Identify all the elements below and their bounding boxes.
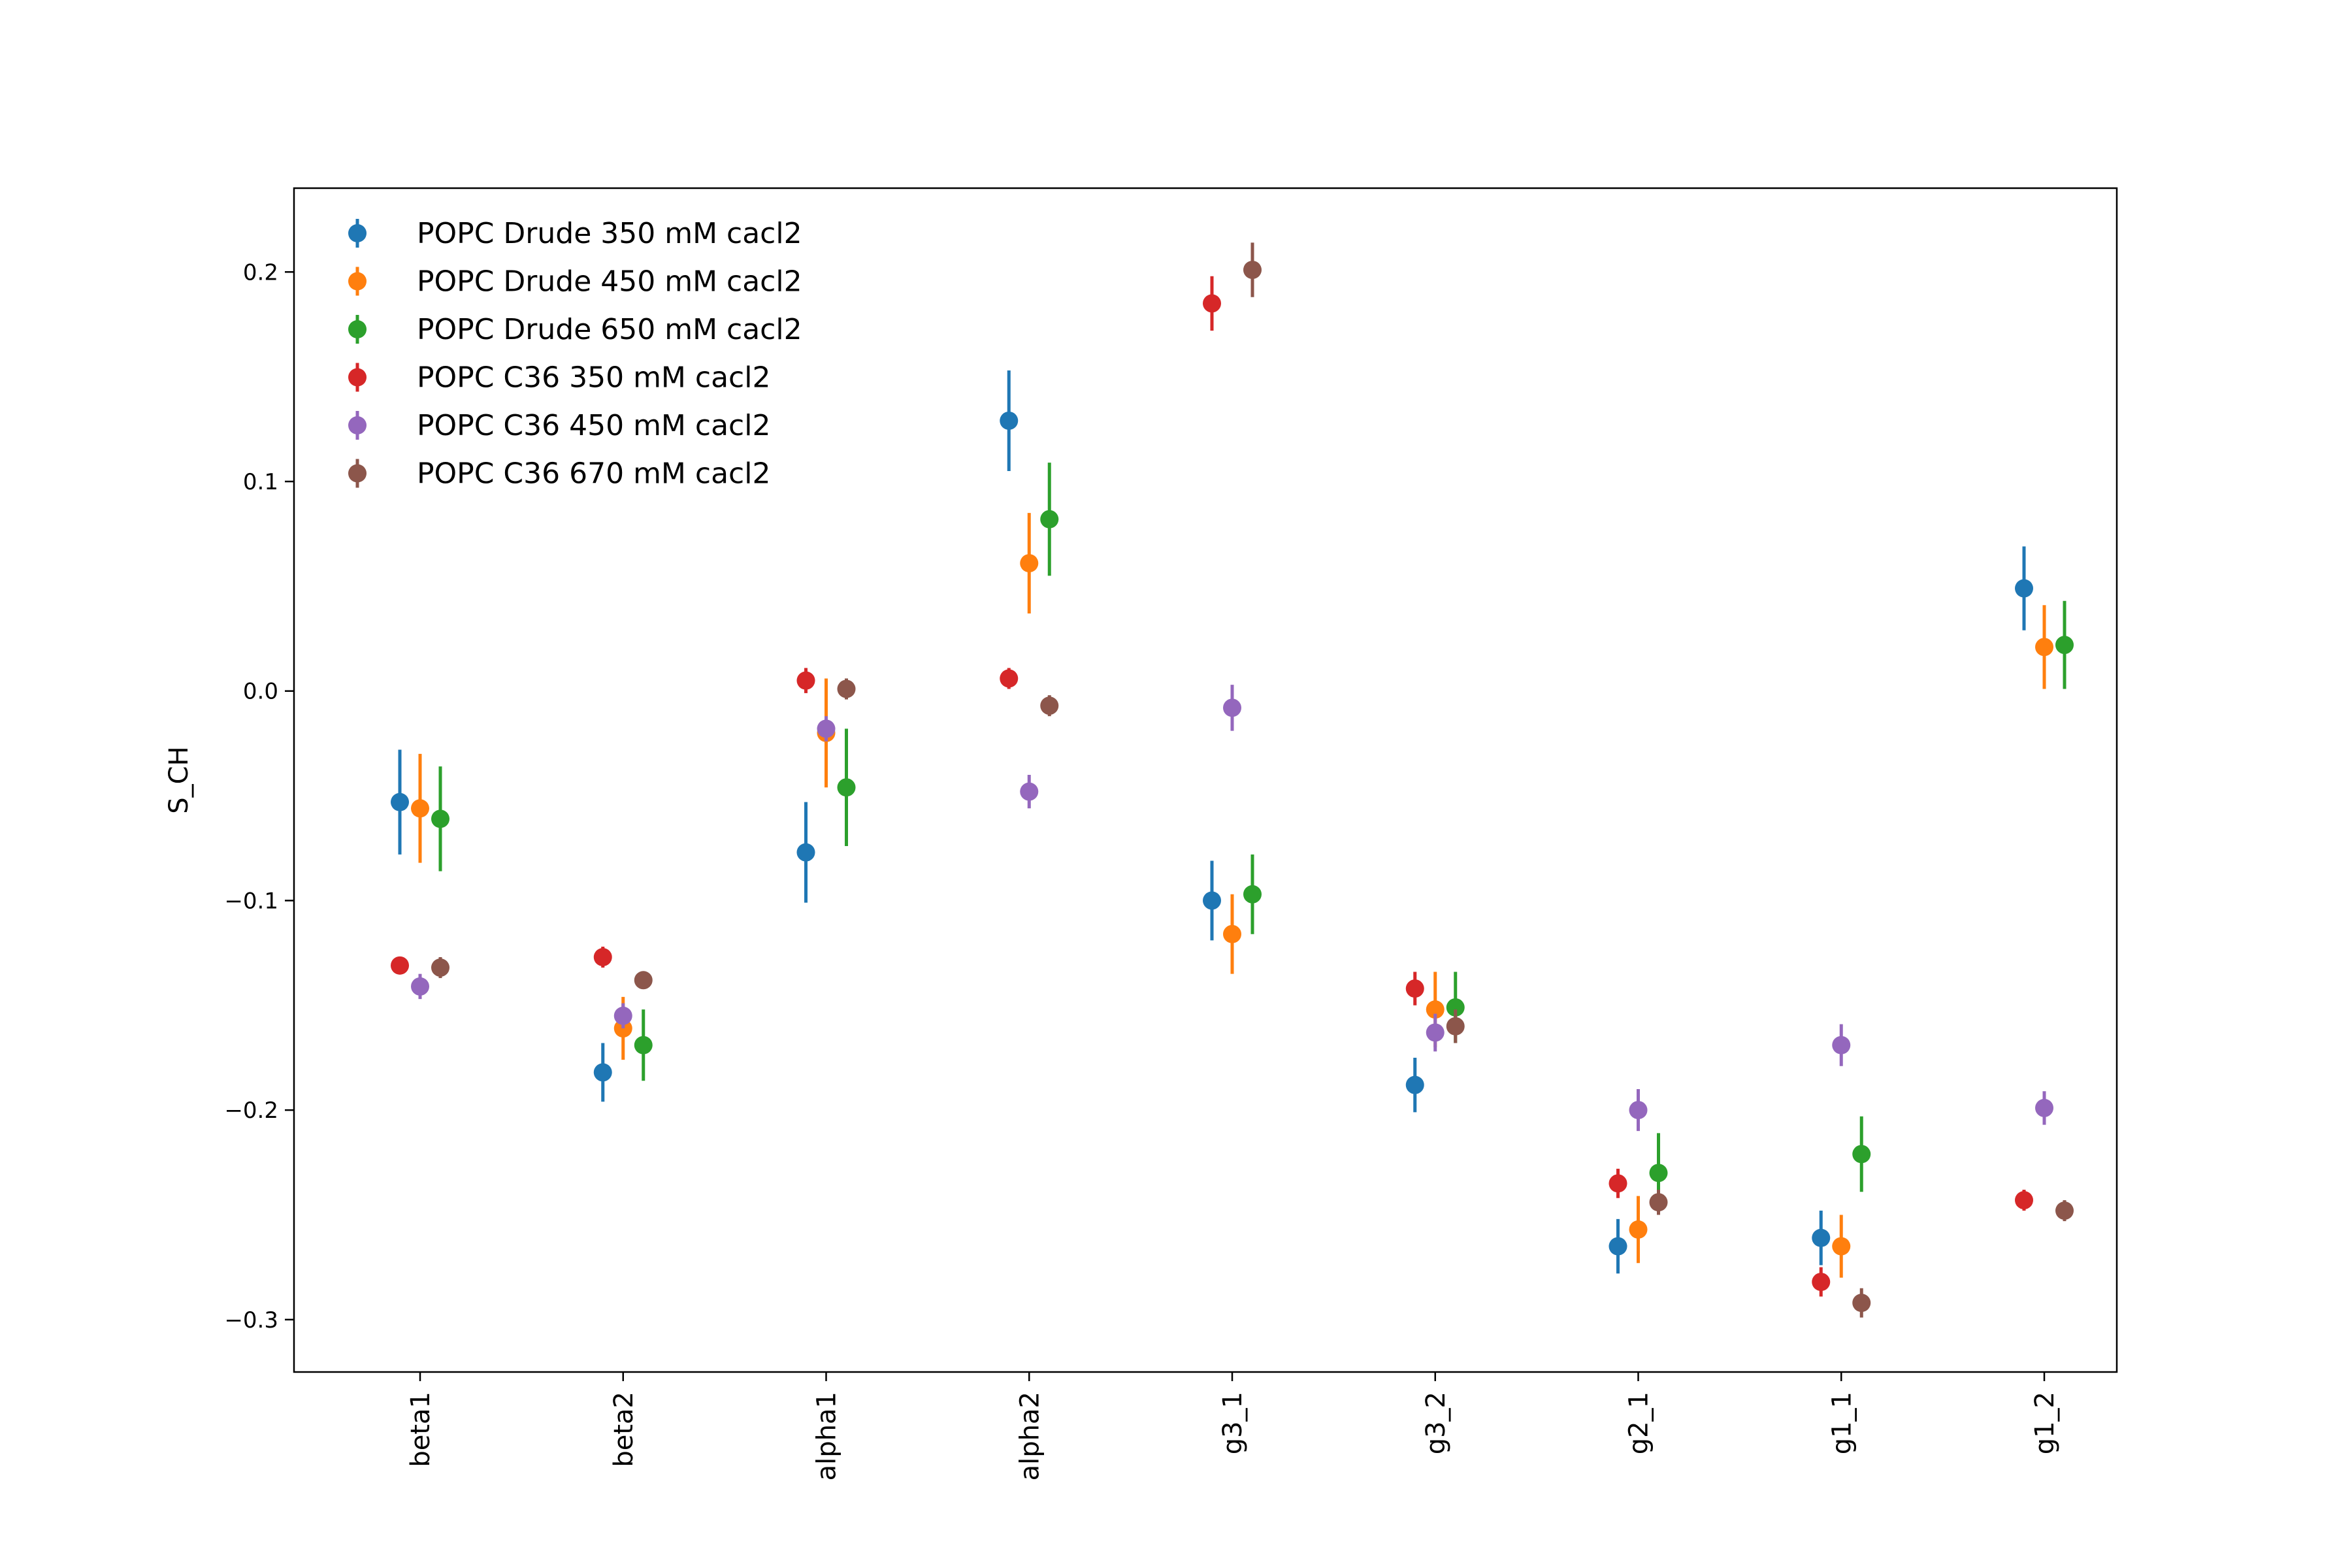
y-tick-label: 0.2 bbox=[243, 259, 278, 286]
data-point bbox=[1629, 1220, 1648, 1239]
legend-label: POPC Drude 650 mM cacl2 bbox=[417, 313, 802, 346]
y-axis-label: S_CH bbox=[164, 746, 194, 813]
x-tick-label: alpha1 bbox=[812, 1392, 842, 1480]
data-point bbox=[1020, 782, 1039, 801]
x-tick-label: g2_1 bbox=[1624, 1392, 1654, 1454]
data-point bbox=[1405, 1075, 1424, 1094]
data-point bbox=[2055, 1201, 2074, 1220]
data-point bbox=[593, 1063, 612, 1082]
data-point bbox=[1203, 891, 1221, 910]
data-point bbox=[2055, 636, 2074, 655]
data-point bbox=[1020, 554, 1039, 573]
data-point bbox=[593, 947, 612, 966]
data-point bbox=[1203, 294, 1221, 313]
data-point bbox=[2035, 1098, 2053, 1117]
y-tick-label: −0.3 bbox=[224, 1307, 278, 1333]
data-point bbox=[1609, 1174, 1627, 1193]
x-tick-label: g1_2 bbox=[2030, 1392, 2060, 1454]
data-point bbox=[2015, 1191, 2033, 1210]
data-point bbox=[1446, 998, 1465, 1017]
legend-label: POPC Drude 350 mM cacl2 bbox=[417, 217, 802, 250]
data-point bbox=[1223, 698, 1241, 717]
legend-label: POPC Drude 450 mM cacl2 bbox=[417, 265, 802, 299]
data-point bbox=[1000, 669, 1019, 688]
data-point bbox=[1243, 261, 1262, 280]
data-point bbox=[1243, 885, 1262, 904]
data-point bbox=[1832, 1237, 1851, 1256]
x-tick-label: beta2 bbox=[609, 1392, 639, 1467]
legend-label: POPC C36 670 mM cacl2 bbox=[417, 457, 770, 491]
data-point bbox=[431, 809, 449, 828]
data-point bbox=[817, 719, 836, 738]
data-point bbox=[2035, 638, 2053, 657]
y-tick-label: 0.1 bbox=[243, 469, 278, 495]
data-point bbox=[613, 1006, 632, 1025]
data-point bbox=[1812, 1228, 1831, 1247]
legend: POPC Drude 350 mM cacl2 POPC Drude 450 mM… bbox=[348, 217, 802, 491]
data-point bbox=[634, 1036, 653, 1054]
data-point bbox=[1649, 1164, 1668, 1183]
data-point bbox=[1812, 1273, 1831, 1292]
y-tick-label: −0.1 bbox=[224, 888, 278, 914]
x-tick-label: g1_1 bbox=[1827, 1392, 1857, 1454]
data-point bbox=[1040, 510, 1059, 529]
legend-marker bbox=[348, 416, 367, 434]
y-tick-label: 0.0 bbox=[243, 679, 278, 705]
data-point bbox=[1426, 1000, 1445, 1019]
data-point bbox=[634, 971, 653, 990]
x-tick-label: alpha2 bbox=[1015, 1392, 1045, 1480]
data-point bbox=[837, 778, 856, 797]
data-point bbox=[391, 956, 409, 975]
x-tick-label: g3_1 bbox=[1218, 1392, 1248, 1454]
data-point bbox=[796, 671, 815, 690]
legend-marker bbox=[348, 272, 367, 291]
plot-frame bbox=[293, 187, 2118, 1373]
data-point bbox=[411, 799, 429, 818]
data-point bbox=[391, 792, 409, 811]
data-point bbox=[1040, 696, 1059, 715]
data-point bbox=[796, 843, 815, 862]
data-point bbox=[2015, 579, 2033, 598]
y-tick-label: −0.2 bbox=[224, 1098, 278, 1124]
data-point bbox=[1446, 1017, 1465, 1036]
data-point bbox=[431, 958, 449, 977]
legend-marker bbox=[348, 320, 367, 338]
data-point bbox=[1649, 1193, 1668, 1212]
data-point bbox=[1426, 1023, 1445, 1042]
legend-marker bbox=[348, 224, 367, 242]
data-point bbox=[1223, 924, 1241, 943]
data-point bbox=[1852, 1145, 1871, 1164]
data-point bbox=[1852, 1294, 1871, 1313]
data-point bbox=[1405, 979, 1424, 998]
data-point bbox=[1000, 411, 1019, 430]
data-point bbox=[411, 977, 429, 996]
data-point bbox=[837, 679, 856, 698]
legend-label: POPC C36 450 mM cacl2 bbox=[417, 409, 770, 442]
legend-marker bbox=[348, 368, 367, 387]
x-axis: beta1 beta2 alpha1 alpha2 g3_1 g3_2 g2_1 g1_1 g1… bbox=[406, 1372, 2060, 1480]
data-point bbox=[1629, 1101, 1648, 1120]
legend-label: POPC C36 350 mM cacl2 bbox=[417, 361, 770, 395]
legend-marker bbox=[348, 464, 367, 483]
y-axis: −0.3 −0.2 −0.1 0.0 0.1 0.2 bbox=[224, 259, 294, 1333]
x-tick-label: beta1 bbox=[406, 1392, 436, 1467]
data-point bbox=[1832, 1036, 1851, 1054]
data-point bbox=[1609, 1237, 1627, 1256]
x-tick-label: g3_2 bbox=[1421, 1392, 1451, 1454]
data-marks bbox=[391, 242, 2074, 1318]
